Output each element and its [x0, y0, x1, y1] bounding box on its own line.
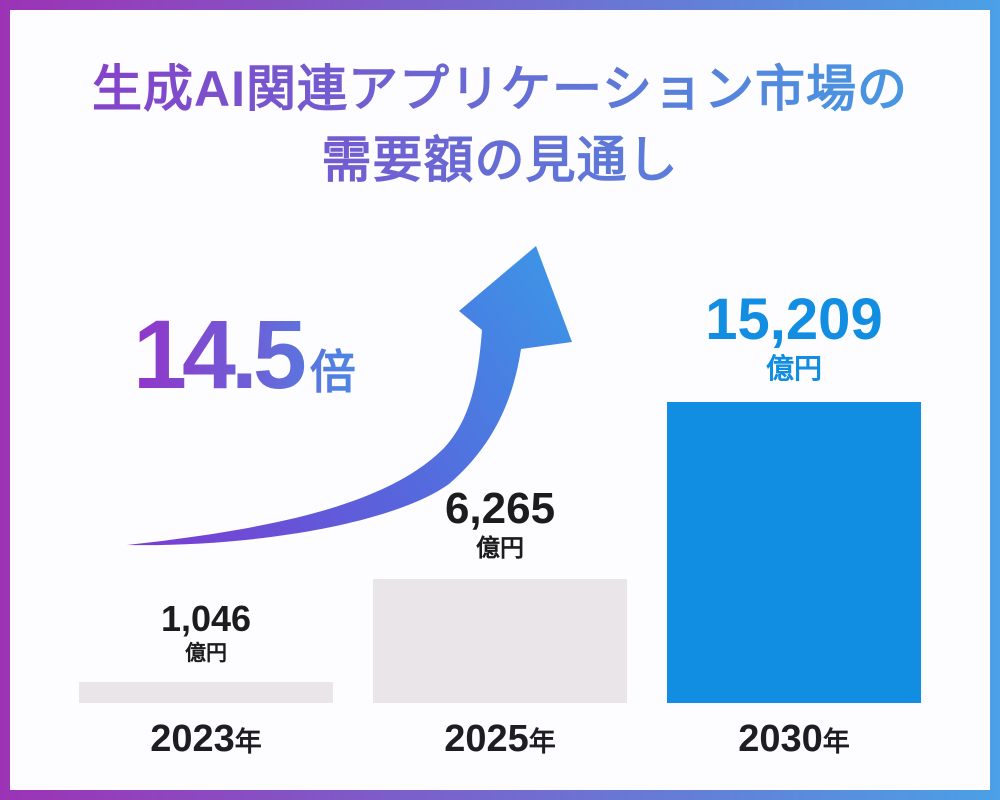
- axis-label-2025: 2025年: [373, 718, 627, 761]
- infographic-canvas: 生成AI関連アプリケーション市場の 需要額の見通し 14.5 倍 1,046 億円: [10, 10, 990, 790]
- year-suffix: 年: [528, 727, 556, 757]
- axis-label-2030: 2030年: [667, 718, 921, 761]
- bar-2030: [667, 402, 921, 703]
- bar-unit-label: 億円: [476, 534, 524, 562]
- multiplier-annotation: 14.5 倍: [133, 306, 356, 403]
- bar-group-2030: 15,209 億円: [667, 291, 921, 703]
- bar-2023: [79, 682, 333, 703]
- axis-label-2023: 2023年: [79, 718, 333, 761]
- year-text: 2023: [150, 718, 235, 760]
- bar-value-label: 6,265: [444, 483, 556, 533]
- bar-group-2025: 6,265 億円: [373, 483, 627, 703]
- page-title-line1: 生成AI関連アプリケーション市場の: [92, 61, 908, 117]
- year-suffix: 年: [234, 727, 262, 757]
- bar-unit-label: 億円: [765, 353, 822, 385]
- year-text: 2025: [444, 718, 529, 760]
- bar-value-label: 1,046: [160, 597, 252, 639]
- bar-2025: [373, 579, 627, 703]
- page-title: 生成AI関連アプリケーション市場の 需要額の見通し: [10, 54, 990, 196]
- bar-value-label: 15,209: [705, 287, 883, 353]
- multiplier-value: 14.5: [133, 300, 302, 409]
- page-title-line2: 需要額の見通し: [321, 132, 679, 188]
- year-suffix: 年: [822, 727, 850, 757]
- bar-group-2023: 1,046 億円: [79, 597, 333, 703]
- bar-unit-label: 億円: [185, 641, 227, 665]
- year-text: 2030: [738, 718, 823, 760]
- multiplier-suffix: 倍: [309, 346, 356, 398]
